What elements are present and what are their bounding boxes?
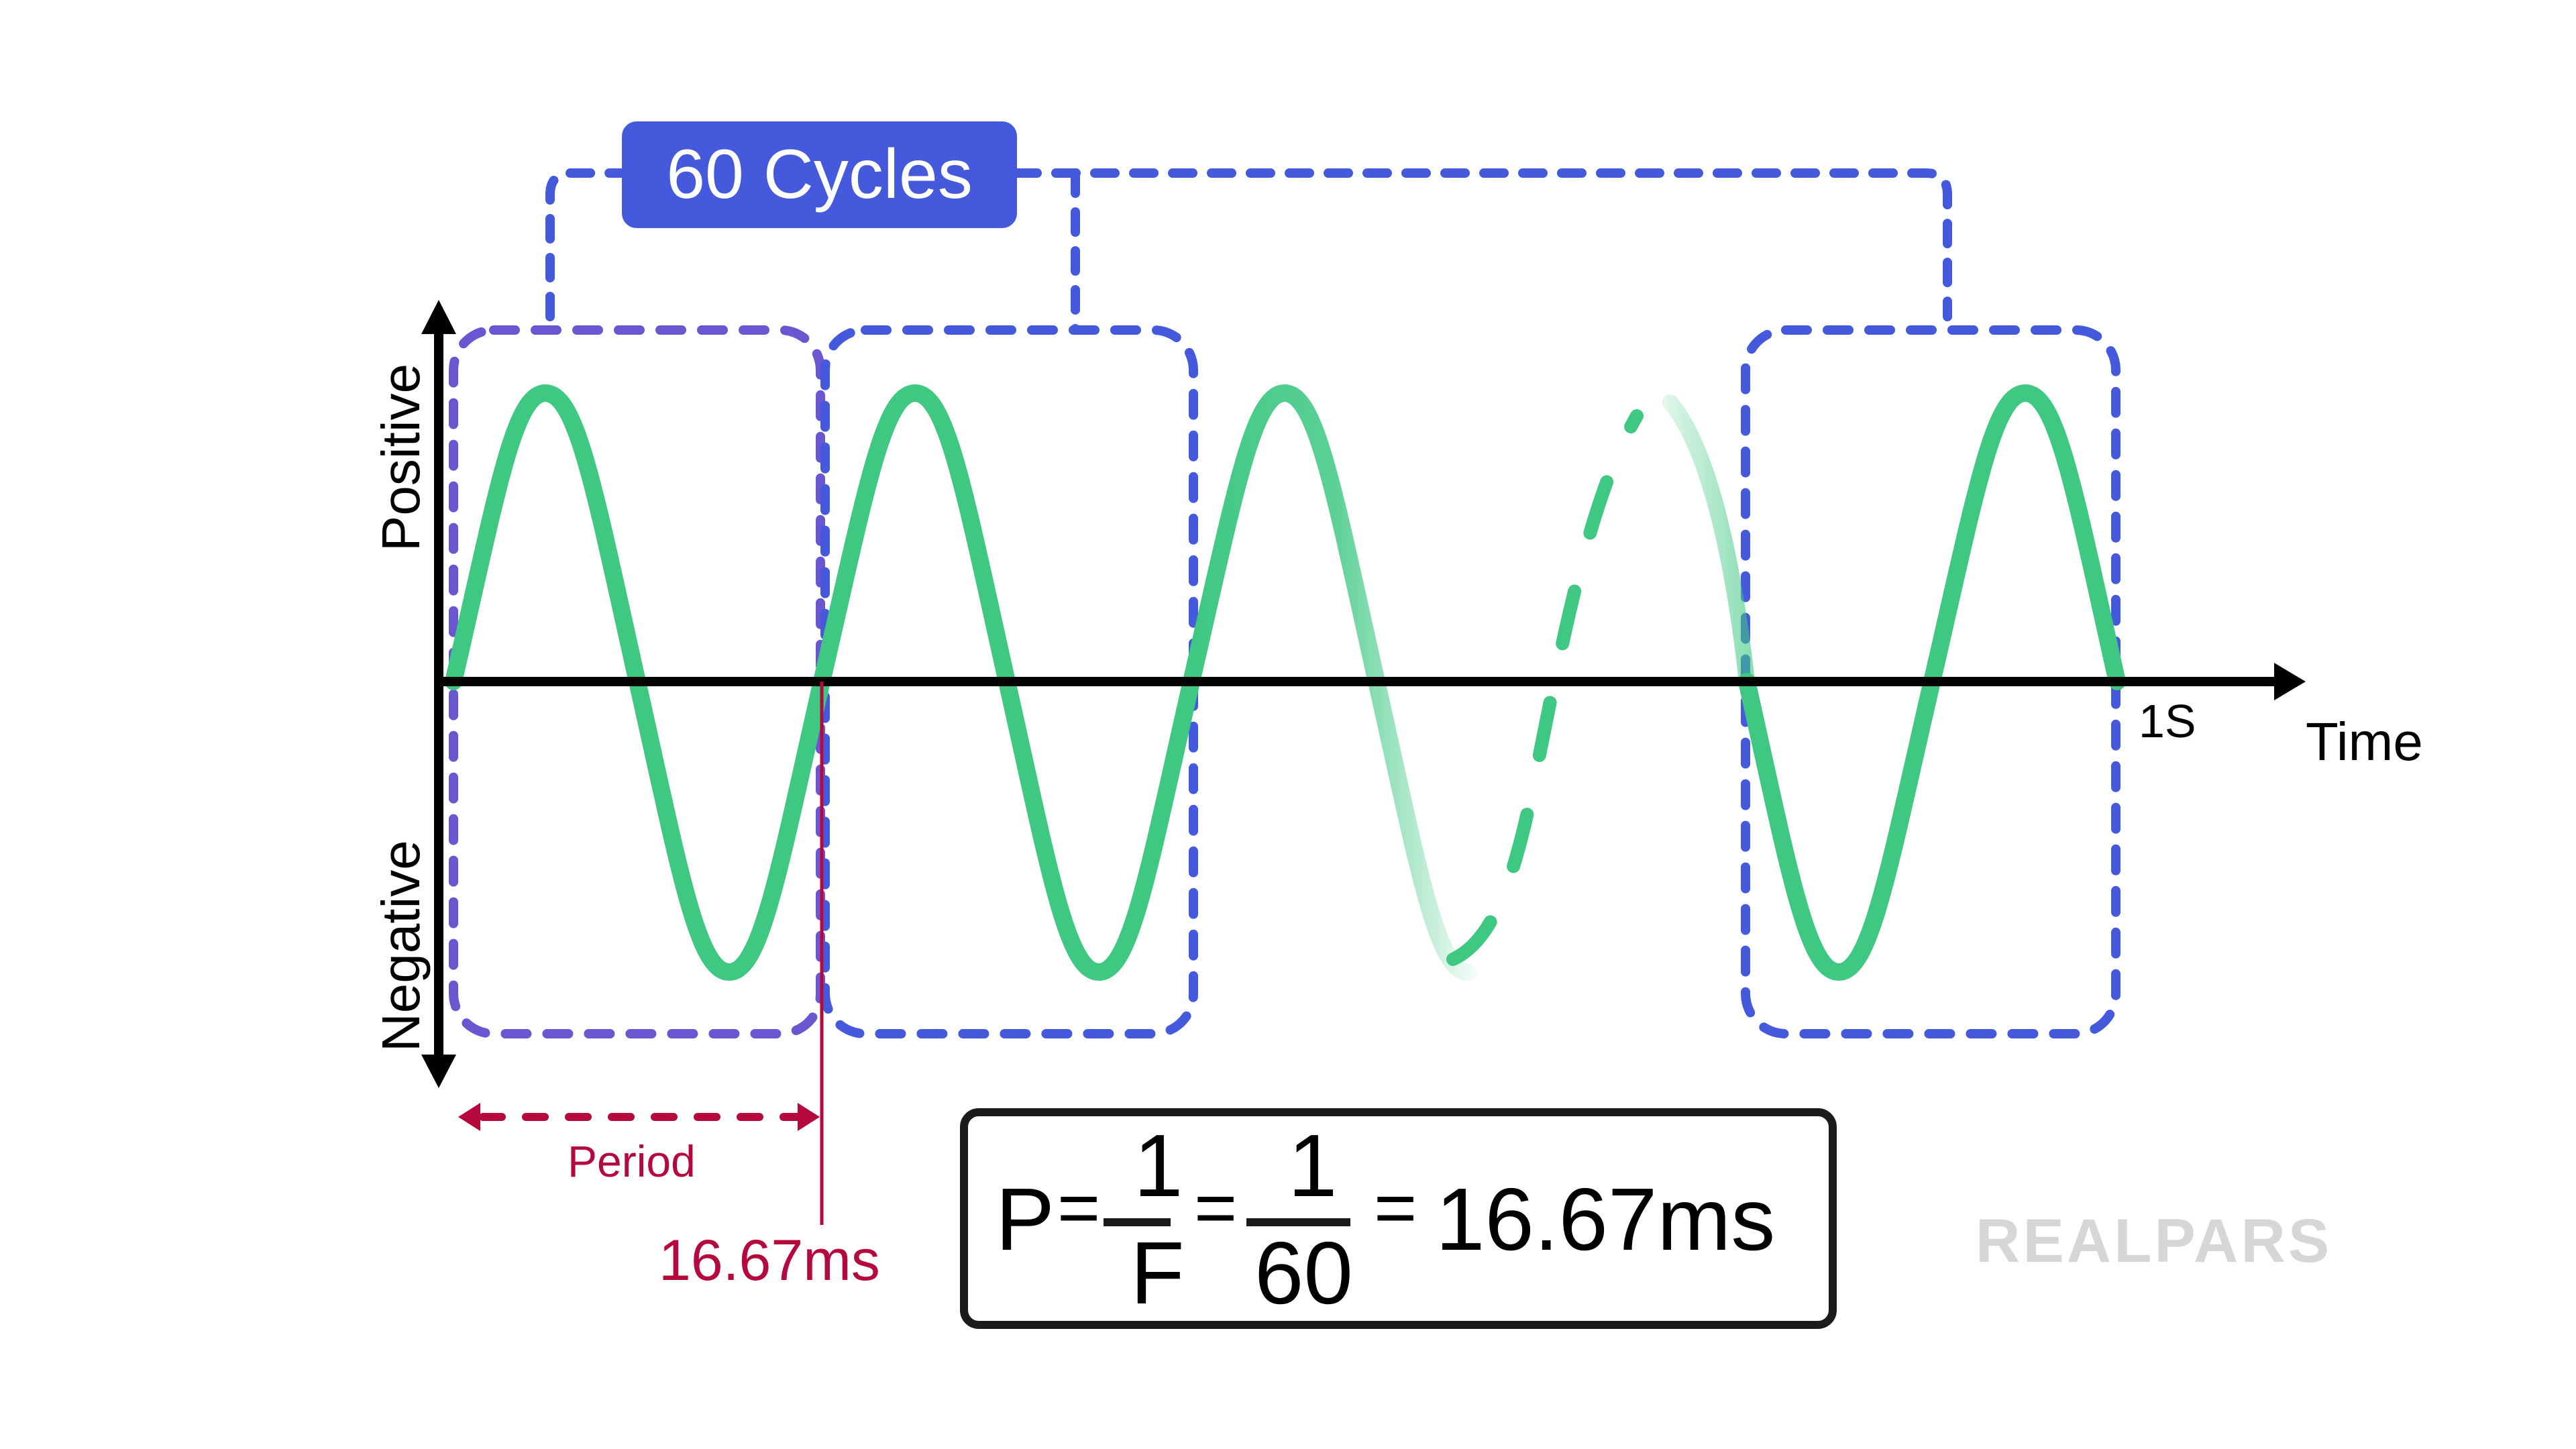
x-axis-label: Time bbox=[2306, 712, 2423, 771]
formula-equals-1: = bbox=[1057, 1167, 1101, 1249]
y-axis-positive-label: Positive bbox=[371, 363, 431, 551]
sine-wave-cycle-3-fading bbox=[1183, 384, 1477, 981]
x-axis-arrow bbox=[2274, 663, 2306, 700]
formula-frac1-numerator: 1 bbox=[1134, 1116, 1183, 1215]
formula-result: 16.67ms bbox=[1436, 1170, 1776, 1269]
sine-wave-omitted-dashed bbox=[1446, 409, 1644, 966]
cycles-count-badge: 60 Cycles bbox=[622, 121, 1017, 228]
cycles-bracket bbox=[545, 168, 1952, 335]
formula-frac2-denominator: 60 bbox=[1254, 1224, 1353, 1322]
x-axis-end-tick: 1S bbox=[2139, 695, 2196, 747]
formula-lhs: P bbox=[996, 1170, 1055, 1269]
period-arrow-right-head bbox=[798, 1103, 820, 1131]
formula-frac1-denominator: F bbox=[1130, 1224, 1185, 1322]
formula-frac2-numerator: 1 bbox=[1288, 1116, 1338, 1215]
formula-equals-3: = bbox=[1374, 1167, 1417, 1249]
y-axis-up-arrow bbox=[421, 300, 456, 334]
sine-wave-cycle-59-fading bbox=[1662, 394, 1755, 690]
y-axis-down-arrow bbox=[421, 1055, 456, 1088]
formula-frac1-bar bbox=[1104, 1218, 1171, 1226]
realpars-logo: REALPARS bbox=[1976, 1207, 2332, 1275]
period-arrow bbox=[458, 1103, 820, 1131]
formula-equals-2: = bbox=[1194, 1167, 1238, 1249]
period-formula-box bbox=[960, 1108, 1837, 1329]
formula-frac2-bar bbox=[1246, 1218, 1350, 1226]
y-axis-negative-label: Negative bbox=[371, 840, 431, 1052]
x-axis bbox=[439, 663, 2306, 700]
period-arrow-left-head bbox=[458, 1103, 480, 1131]
period-label: Period bbox=[568, 1136, 696, 1186]
period-value: 16.67ms bbox=[659, 1228, 880, 1293]
cycles-count-label: 60 Cycles bbox=[666, 136, 973, 213]
y-axis bbox=[421, 300, 456, 1088]
